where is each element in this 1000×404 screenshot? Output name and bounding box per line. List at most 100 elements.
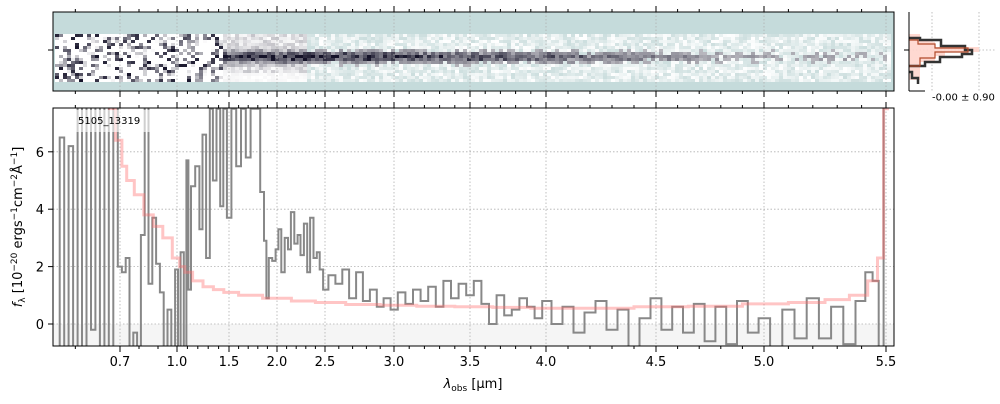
twod-pixel [475,49,479,52]
twod-pixel [583,46,587,49]
twod-pixel [251,64,255,67]
twod-pixel [783,64,787,67]
twod-pixel [783,58,787,61]
twod-pixel [163,40,167,43]
twod-pixel [259,49,263,52]
twod-pixel [195,58,199,61]
twod-pixel [795,79,799,82]
twod-pixel [271,61,275,64]
twod-pixel [407,61,411,64]
twod-pixel [491,43,495,46]
twod-pixel [99,67,103,70]
twod-pixel [311,34,315,37]
twod-pixel [339,79,343,82]
twod-pixel [691,49,695,52]
twod-pixel [67,46,71,49]
twod-pixel [315,43,319,46]
twod-pixel [379,37,383,40]
twod-pixel [859,79,863,82]
twod-pixel [775,64,779,67]
twod-pixel [155,49,159,52]
twod-pixel [511,49,515,52]
twod-pixel [863,64,867,67]
twod-pixel [447,67,451,70]
twod-pixel [319,58,323,61]
twod-pixel [867,52,871,55]
twod-pixel [679,70,683,73]
twod-pixel [311,67,315,70]
twod-pixel [443,61,447,64]
twod-pixel [531,70,535,73]
twod-pixel [295,46,299,49]
twod-pixel [207,43,211,46]
twod-pixel [431,70,435,73]
twod-pixel [167,79,171,82]
twod-pixel [371,58,375,61]
twod-pixel [67,49,71,52]
twod-pixel [447,64,451,67]
twod-pixel [303,58,307,61]
twod-pixel [671,34,675,37]
twod-pixel [319,34,323,37]
twod-pixel [299,49,303,52]
twod-pixel [831,73,835,76]
twod-pixel [867,70,871,73]
twod-pixel [451,40,455,43]
twod-pixel [551,55,555,58]
twod-pixel [863,43,867,46]
twod-pixel [711,61,715,64]
twod-pixel [495,76,499,79]
twod-pixel [115,37,119,40]
twod-pixel [775,46,779,49]
twod-pixel [99,70,103,73]
twod-pixel [879,46,883,49]
twod-pixel [387,70,391,73]
twod-pixel [171,70,175,73]
twod-pixel [483,52,487,55]
twod-pixel [787,52,791,55]
twod-pixel [383,55,387,58]
twod-pixel [787,73,791,76]
twod-pixel [395,70,399,73]
twod-pixel [847,61,851,64]
twod-pixel [543,76,547,79]
twod-pixel [419,43,423,46]
twod-pixel [231,34,235,37]
twod-pixel [675,49,679,52]
twod-pixel [219,55,223,58]
twod-pixel [255,76,259,79]
twod-pixel [419,46,423,49]
twod-pixel [179,70,183,73]
twod-pixel [463,73,467,76]
twod-pixel [143,76,147,79]
twod-pixel [523,70,527,73]
twod-pixel [271,37,275,40]
twod-pixel [791,67,795,70]
twod-pixel [183,46,187,49]
twod-pixel [231,76,235,79]
twod-pixel [63,46,67,49]
twod-pixel [879,52,883,55]
twod-pixel [835,52,839,55]
twod-pixel [343,79,347,82]
twod-pixel [123,52,127,55]
twod-pixel [419,67,423,70]
twod-pixel [515,52,519,55]
twod-pixel [479,64,483,67]
x-tick-label: 2.0 [267,355,288,370]
twod-pixel [559,79,563,82]
twod-pixel [219,73,223,76]
twod-pixel [155,67,159,70]
twod-pixel [359,67,363,70]
twod-pixel [147,64,151,67]
twod-pixel [243,73,247,76]
twod-pixel [507,43,511,46]
twod-pixel [163,61,167,64]
twod-pixel [171,73,175,76]
twod-pixel [119,46,123,49]
twod-pixel [259,34,263,37]
twod-pixel [259,79,263,82]
twod-pixel [679,73,683,76]
twod-pixel [359,64,363,67]
twod-pixel [575,49,579,52]
